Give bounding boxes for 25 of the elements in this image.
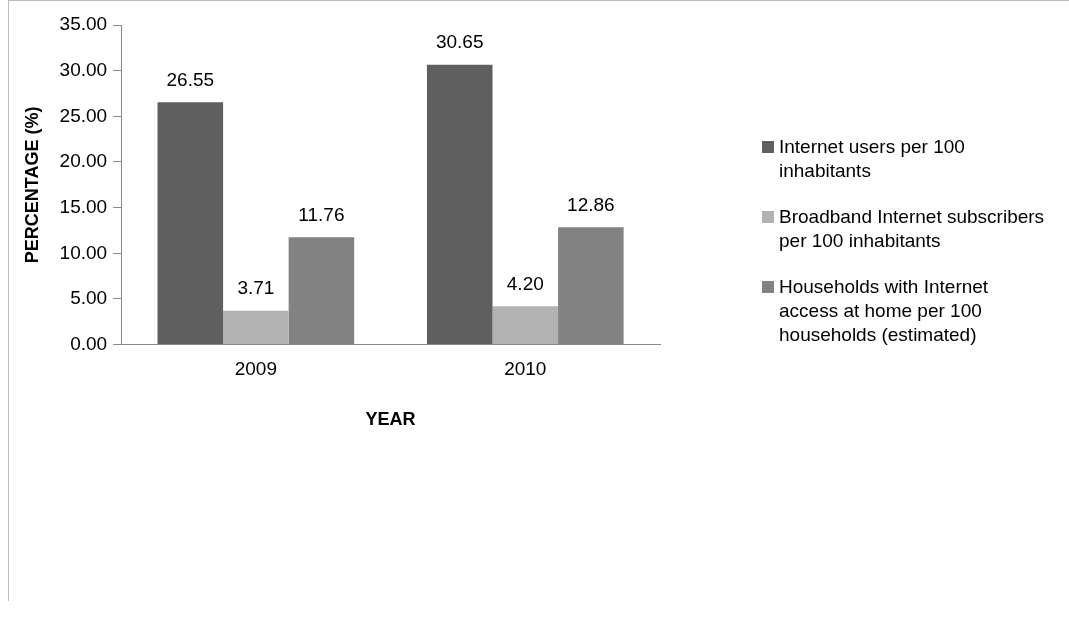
data-label: 3.71 <box>237 277 275 299</box>
y-tick-label: 5.00 <box>70 287 108 309</box>
y-axis-title: PERCENTAGE (%) <box>21 106 42 264</box>
data-label: 12.86 <box>567 193 615 215</box>
bar <box>426 64 493 345</box>
bar <box>223 310 289 345</box>
data-label: 4.20 <box>506 272 544 294</box>
x-axis-title: YEAR <box>365 409 416 430</box>
y-tick-label: 15.00 <box>59 195 108 217</box>
legend-label: Internet users per 100 inhabitants <box>779 135 966 183</box>
y-tick-label: 30.00 <box>59 58 108 80</box>
data-label: 26.55 <box>166 68 215 90</box>
x-tick-label: 2009 <box>234 358 277 380</box>
x-tick-label: 2010 <box>504 358 547 380</box>
bar <box>492 306 559 345</box>
y-tick-label: 0.00 <box>70 332 108 354</box>
y-tick-label: 35.00 <box>59 13 108 35</box>
data-label: 30.65 <box>435 31 484 53</box>
data-label: 11.76 <box>298 203 345 225</box>
y-tick-label: 10.00 <box>59 241 108 263</box>
legend-label: Broadband Internet subscribers per 100 inhabitants <box>779 205 1046 253</box>
y-tick-label: 25.00 <box>59 104 108 126</box>
bar <box>157 102 224 345</box>
y-tick-label: 20.00 <box>59 150 108 172</box>
legend-label: Households with Internet access at home per 100 households (estimated) <box>779 275 990 347</box>
